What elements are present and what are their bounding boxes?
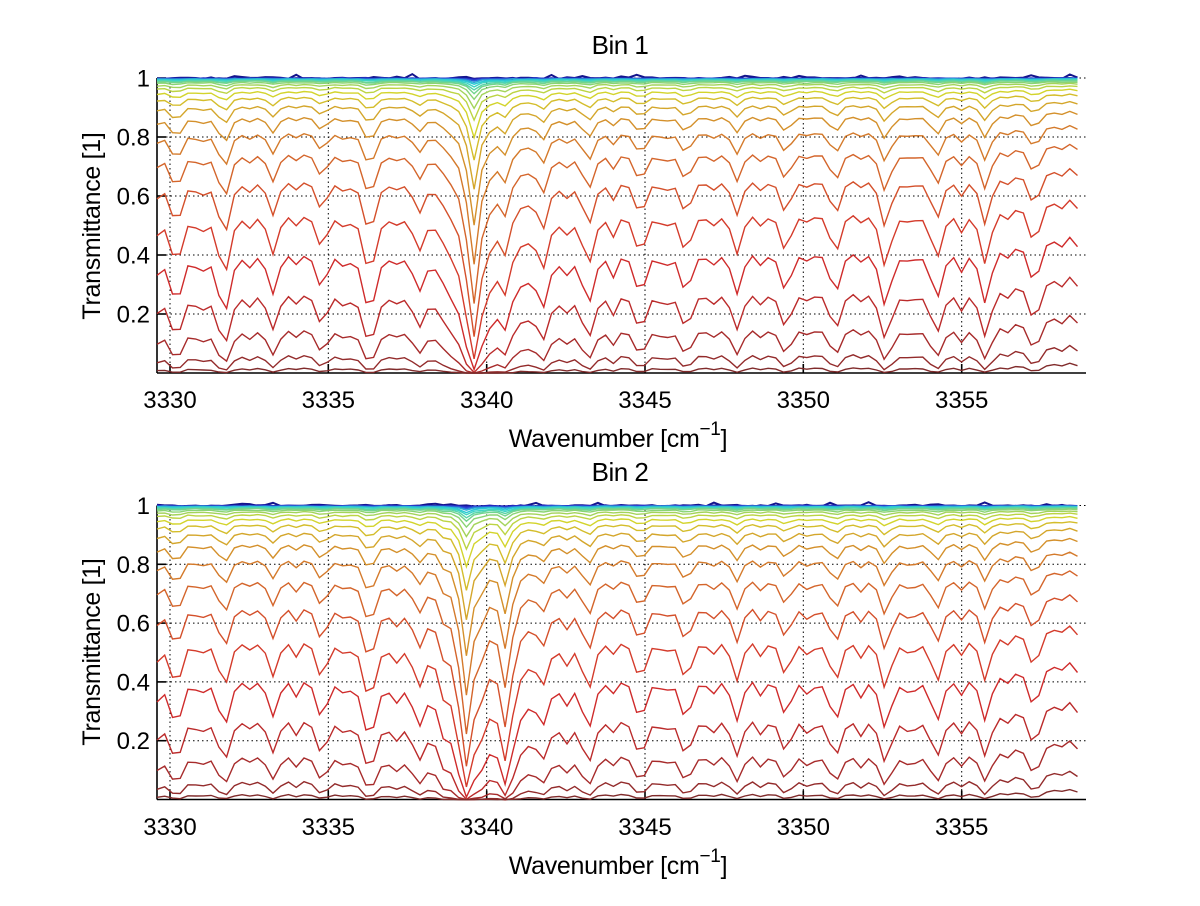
svg-text:1: 1 — [137, 493, 150, 520]
svg-text:3345: 3345 — [618, 814, 671, 841]
svg-text:0.2: 0.2 — [117, 302, 150, 329]
svg-text:3335: 3335 — [302, 387, 355, 414]
svg-text:3330: 3330 — [143, 387, 196, 414]
svg-text:0.4: 0.4 — [117, 669, 150, 696]
svg-text:0.6: 0.6 — [117, 184, 150, 211]
svg-text:Wavenumber [cm−1]: Wavenumber [cm−1] — [509, 419, 728, 453]
svg-text:1: 1 — [137, 66, 150, 93]
svg-text:3340: 3340 — [460, 387, 513, 414]
svg-text:0.2: 0.2 — [117, 728, 150, 755]
svg-text:3345: 3345 — [618, 387, 671, 414]
svg-text:3335: 3335 — [302, 814, 355, 841]
svg-text:0.8: 0.8 — [117, 552, 150, 579]
svg-text:3355: 3355 — [935, 814, 988, 841]
svg-text:Transmittance [1]: Transmittance [1] — [78, 558, 106, 745]
svg-text:Bin 2: Bin 2 — [592, 457, 649, 487]
svg-text:0.4: 0.4 — [117, 243, 150, 270]
svg-text:3340: 3340 — [460, 814, 513, 841]
svg-text:Bin 1: Bin 1 — [592, 30, 649, 60]
svg-text:3350: 3350 — [777, 387, 830, 414]
svg-text:0.6: 0.6 — [117, 611, 150, 638]
svg-text:Transmittance [1]: Transmittance [1] — [78, 132, 106, 319]
svg-text:3350: 3350 — [777, 814, 830, 841]
svg-text:Wavenumber [cm−1]: Wavenumber [cm−1] — [509, 846, 728, 880]
svg-text:0.8: 0.8 — [117, 125, 150, 152]
svg-text:3355: 3355 — [935, 387, 988, 414]
svg-text:3330: 3330 — [143, 814, 196, 841]
